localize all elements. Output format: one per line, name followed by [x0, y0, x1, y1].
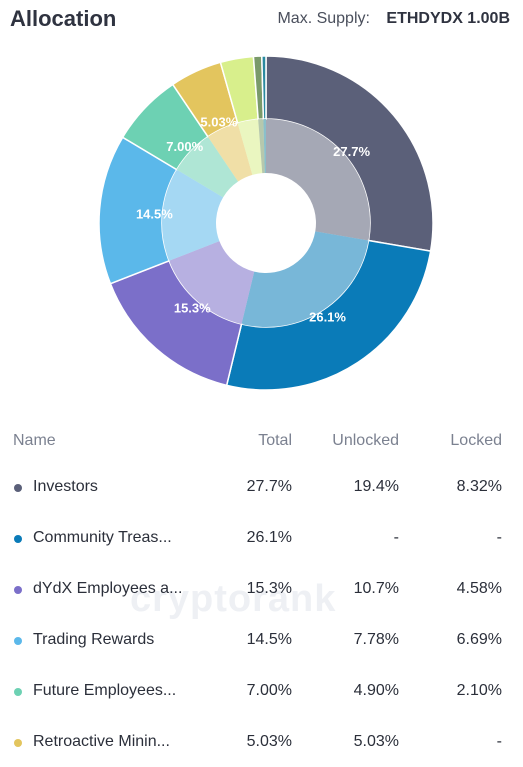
row-locked: 2.10%	[456, 682, 502, 699]
header-name: Name	[13, 432, 56, 449]
legend-dot	[14, 535, 22, 543]
slice-label: 7.00%	[166, 139, 203, 154]
unlocked-ring-retroactive-mining	[207, 122, 253, 182]
watermark: cryptorank	[130, 578, 337, 620]
row-name: Trading Rewards	[33, 631, 155, 648]
unlocked-ring-future-employees	[176, 136, 239, 198]
header-locked: Locked	[450, 432, 502, 449]
slice-other-3[interactable]	[261, 55, 267, 120]
legend-dot	[14, 739, 22, 747]
row-locked: -	[496, 529, 502, 546]
row-unlocked: 5.03%	[353, 733, 399, 750]
table-row[interactable]: Investors 27.7% 19.4% 8.32%	[0, 432, 523, 495]
unlocked-ring-community-treasury	[241, 231, 369, 327]
row-locked: 8.32%	[456, 478, 502, 495]
row-locked: 6.69%	[456, 631, 502, 648]
row-name: Retroactive Minin...	[33, 733, 170, 750]
header-total: Total	[258, 432, 292, 449]
unlocked-ring-other-1	[237, 119, 263, 175]
row-total: 14.5%	[246, 631, 292, 648]
unlocked-ring-dydx-employees-and-consultants	[169, 241, 255, 325]
max-supply-label: Max. Supply:	[277, 10, 370, 27]
row-unlocked: -	[393, 529, 399, 546]
legend-dot	[14, 484, 22, 492]
row-name: dYdX Employees a...	[33, 580, 183, 597]
row-unlocked: 10.7%	[353, 580, 399, 597]
row-name: Community Treas...	[33, 529, 172, 546]
row-locked: -	[496, 733, 502, 750]
table-row[interactable]: Trading Rewards 14.5% 7.78% 6.69%	[0, 585, 523, 648]
legend-dot	[14, 637, 22, 645]
row-unlocked: 19.4%	[353, 478, 399, 495]
slice-label: 15.3%	[174, 300, 211, 315]
unlocked-ring-other-2	[258, 119, 265, 174]
unlocked-ring-trading-rewards	[162, 169, 224, 261]
legend-dot	[14, 688, 22, 696]
slice-label: 5.03%	[200, 114, 237, 129]
unlocked-ring-other-3	[263, 119, 266, 174]
slice-label: 26.1%	[309, 310, 346, 325]
row-name: Future Employees...	[33, 682, 177, 699]
row-total: 26.1%	[246, 529, 292, 546]
row-locked: 4.58%	[456, 580, 502, 597]
max-supply: Max. Supply: ETHDYDX 1.00B	[277, 10, 510, 28]
row-unlocked: 7.78%	[353, 631, 399, 648]
table-header: Name Total Unlocked Locked	[0, 424, 523, 458]
unlocked-ring-investors	[266, 119, 370, 241]
row-unlocked: 4.90%	[353, 682, 399, 699]
table-row[interactable]: Retroactive Minin... 5.03% 5.03% -	[0, 687, 523, 750]
page-title: Allocation	[10, 6, 117, 31]
row-total: 7.00%	[246, 682, 292, 699]
header-unlocked: Unlocked	[332, 432, 399, 449]
table-row[interactable]: Future Employees... 7.00% 4.90% 2.10%	[0, 636, 523, 699]
row-total: 15.3%	[246, 580, 292, 597]
max-supply-value: ETHDYDX 1.00B	[386, 10, 510, 27]
row-name: Investors	[33, 478, 98, 495]
row-total: 27.7%	[246, 478, 292, 495]
row-total: 5.03%	[246, 733, 292, 750]
slice-label: 14.5%	[136, 207, 173, 222]
allocation-donut-chart: 27.7% 26.1% 15.3% 14.5% 7.00% 5.03%	[98, 55, 434, 391]
table-row[interactable]: Community Treas... 26.1% - -	[0, 483, 523, 546]
legend-dot	[14, 586, 22, 594]
table-row[interactable]: dYdX Employees a... 15.3% 10.7% 4.58%	[0, 534, 523, 597]
slice-label: 27.7%	[333, 144, 370, 159]
allocation-header: Allocation Max. Supply: ETHDYDX 1.00B	[0, 0, 523, 40]
